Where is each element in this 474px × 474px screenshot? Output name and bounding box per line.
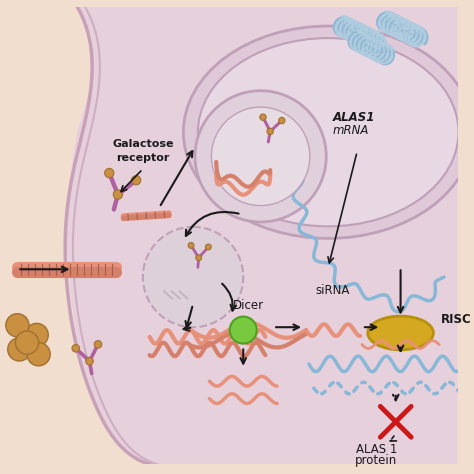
Ellipse shape — [183, 26, 473, 238]
Polygon shape — [65, 7, 457, 464]
Circle shape — [143, 227, 243, 327]
Ellipse shape — [368, 316, 433, 350]
Text: receptor: receptor — [116, 153, 170, 163]
Ellipse shape — [272, 99, 293, 214]
Text: ALAS 1: ALAS 1 — [356, 443, 397, 456]
Circle shape — [72, 345, 80, 352]
Circle shape — [86, 357, 93, 365]
Circle shape — [105, 168, 114, 178]
Text: Dicer: Dicer — [233, 299, 264, 312]
Circle shape — [196, 255, 201, 261]
Text: ALAS1: ALAS1 — [333, 110, 375, 124]
Circle shape — [113, 190, 122, 199]
Circle shape — [230, 317, 257, 344]
Text: mRNA: mRNA — [333, 124, 369, 137]
Circle shape — [279, 118, 285, 124]
Circle shape — [6, 314, 29, 337]
Circle shape — [94, 341, 102, 348]
Circle shape — [25, 323, 48, 346]
Text: Galactose: Galactose — [112, 139, 173, 149]
Circle shape — [211, 107, 310, 206]
Text: protein: protein — [356, 454, 398, 467]
Circle shape — [27, 343, 50, 366]
Circle shape — [260, 114, 266, 120]
Circle shape — [195, 91, 326, 222]
Circle shape — [206, 244, 211, 250]
Circle shape — [188, 243, 194, 248]
Circle shape — [267, 128, 273, 135]
Circle shape — [16, 331, 38, 354]
Text: siRNA: siRNA — [316, 284, 350, 297]
Circle shape — [8, 338, 31, 361]
Text: RISC: RISC — [441, 313, 472, 326]
Circle shape — [131, 175, 141, 185]
Polygon shape — [0, 7, 457, 464]
Ellipse shape — [198, 38, 458, 226]
